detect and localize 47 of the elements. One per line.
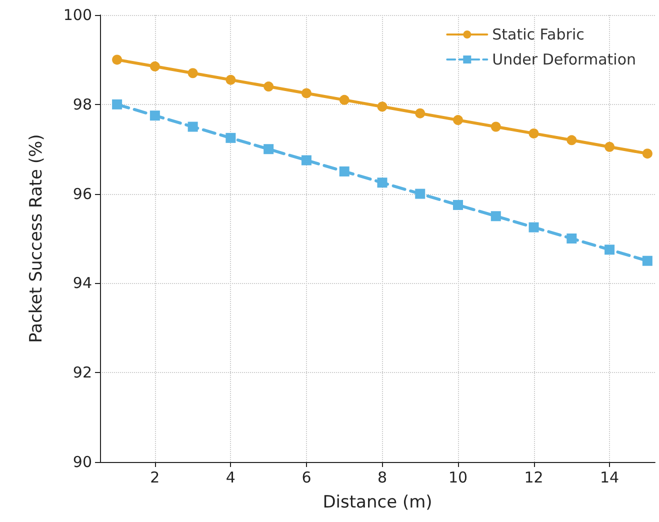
point (528, 128, 539, 138)
point (566, 234, 577, 244)
x-tick-label: 10 (448, 468, 468, 486)
point (415, 108, 426, 118)
point (150, 61, 160, 72)
point (301, 155, 312, 166)
y-tick-label: 100 (63, 6, 92, 24)
y-tick-label: 96 (72, 184, 92, 203)
x-tick-label: 12 (524, 468, 544, 486)
point (301, 88, 312, 98)
x-tick-label: 2 (150, 468, 160, 486)
point (566, 135, 577, 146)
point (226, 132, 236, 143)
x-tick-label: 8 (377, 468, 388, 486)
point (490, 211, 501, 222)
point (528, 222, 539, 232)
point (150, 110, 160, 121)
y-axis-title: Packet Success Rate (%) (26, 134, 46, 343)
legend-label: Static Fabric (492, 26, 584, 44)
point (226, 74, 236, 85)
point (642, 148, 652, 159)
point (453, 115, 464, 126)
point (264, 144, 274, 154)
point (112, 99, 122, 110)
y-tick-label: 94 (72, 274, 92, 292)
point (112, 54, 122, 65)
point (490, 122, 501, 132)
point (188, 122, 198, 132)
point (339, 166, 350, 176)
y-tick-label: 98 (72, 95, 92, 114)
point (453, 200, 464, 210)
point (377, 178, 388, 188)
legend-label: Under Deformation (492, 50, 636, 68)
x-axis-title: Distance (m) (322, 492, 432, 512)
y-tick-label: 92 (72, 364, 92, 382)
x-tick-label: 4 (226, 468, 236, 486)
x-tick-label: 6 (302, 468, 312, 486)
point (604, 142, 615, 152)
point (264, 82, 274, 92)
point (604, 244, 615, 255)
point (188, 68, 198, 78)
point (339, 94, 350, 105)
point (377, 102, 388, 112)
point (415, 188, 426, 199)
x-tick-label: 14 (600, 468, 620, 486)
y-tick-label: 90 (72, 453, 92, 471)
point (642, 256, 652, 266)
